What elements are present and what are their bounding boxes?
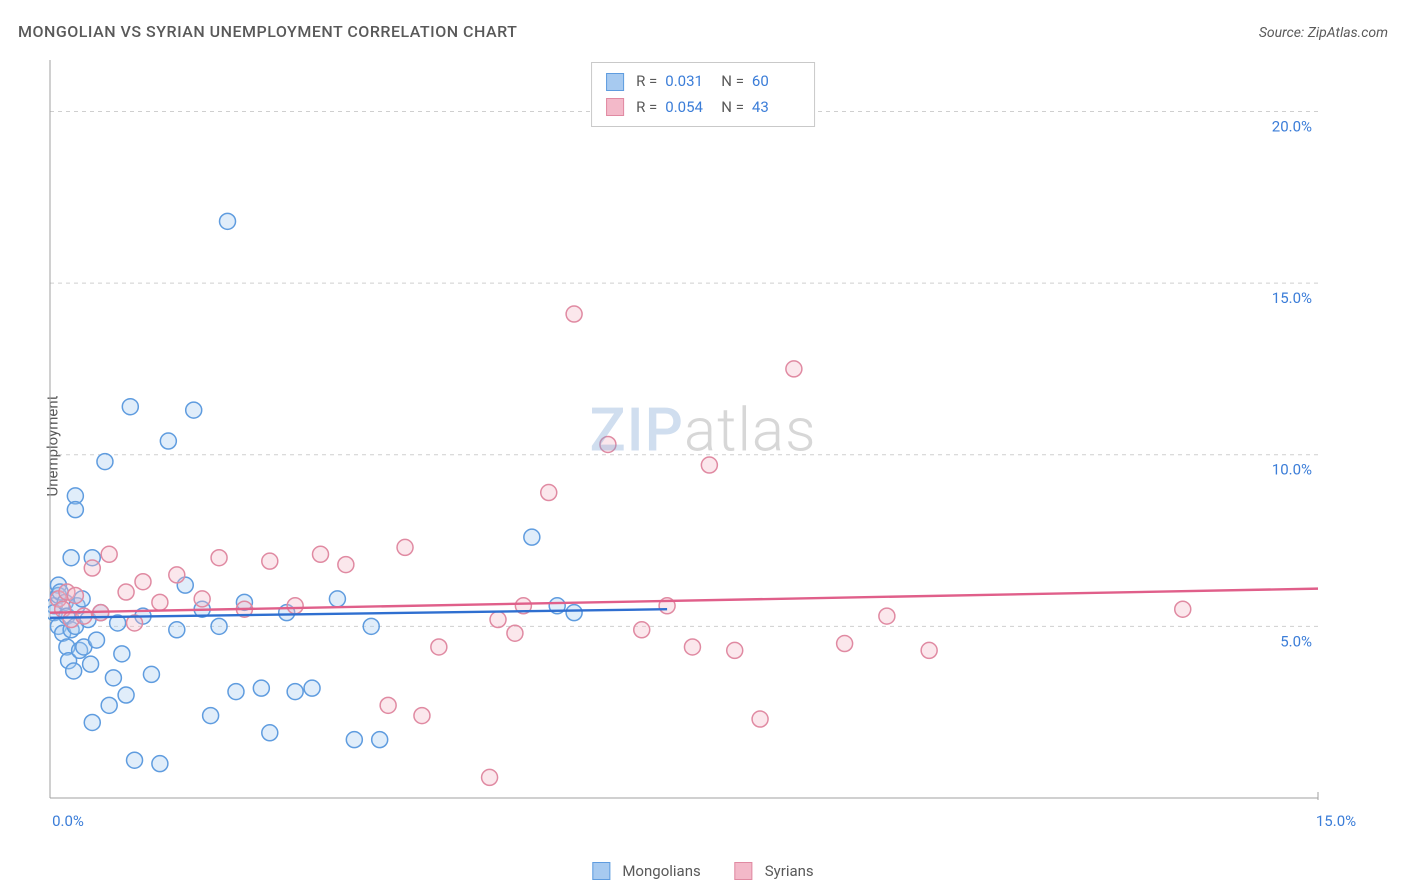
data-point-mongolians [122, 399, 138, 415]
source-attribution: Source: ZipAtlas.com [1259, 25, 1388, 41]
data-point-mongolians [186, 402, 202, 418]
data-point-mongolians [566, 605, 582, 621]
data-point-mongolians [84, 714, 100, 730]
data-point-syrians [684, 639, 700, 655]
data-point-syrians [879, 608, 895, 624]
y-tick-label: 10.0% [1272, 461, 1312, 479]
r-label: R = [636, 95, 657, 121]
data-point-syrians [600, 436, 616, 452]
data-point-mongolians [67, 502, 83, 518]
data-point-mongolians [524, 529, 540, 545]
x-tick-label: 15.0% [1316, 812, 1356, 830]
data-point-mongolians [211, 618, 227, 634]
data-point-mongolians [63, 550, 79, 566]
data-point-syrians [482, 769, 498, 785]
data-point-syrians [67, 587, 83, 603]
data-point-mongolians [127, 752, 143, 768]
chart-title: MONGOLIAN VS SYRIAN UNEMPLOYMENT CORRELA… [18, 22, 517, 41]
x-tick-label: 0.0% [52, 812, 84, 830]
data-point-mongolians [372, 732, 388, 748]
data-point-syrians [101, 546, 117, 562]
data-point-syrians [752, 711, 768, 727]
data-point-mongolians [304, 680, 320, 696]
data-point-syrians [566, 306, 582, 322]
data-point-syrians [397, 539, 413, 555]
data-point-syrians [634, 622, 650, 638]
data-point-mongolians [203, 708, 219, 724]
data-point-mongolians [143, 666, 159, 682]
data-point-mongolians [253, 680, 269, 696]
data-point-syrians [507, 625, 523, 641]
data-point-syrians [287, 598, 303, 614]
data-point-mongolians [101, 697, 117, 713]
legend-swatch-syrians [735, 862, 753, 880]
n-label: N = [721, 95, 744, 121]
legend-label: Syrians [765, 862, 814, 880]
data-point-syrians [338, 557, 354, 573]
scatter-plot: 5.0% 10.0% 15.0% 20.0% 0.0% 15.0% [48, 58, 1388, 838]
data-point-syrians [837, 636, 853, 652]
data-point-mongolians [160, 433, 176, 449]
data-point-mongolians [220, 213, 236, 229]
data-point-mongolians [152, 756, 168, 772]
r-value: 0.054 [665, 95, 713, 121]
data-point-syrians [211, 550, 227, 566]
swatch-mongolians [606, 73, 624, 91]
stats-legend: R = 0.031 N = 60 R = 0.054 N = 43 [591, 62, 815, 127]
data-point-mongolians [83, 656, 99, 672]
data-point-syrians [313, 546, 329, 562]
plot-svg: 5.0% 10.0% 15.0% 20.0% 0.0% 15.0% [48, 58, 1388, 838]
data-point-mongolians [97, 454, 113, 470]
data-point-syrians [380, 697, 396, 713]
legend-label: Mongolians [622, 862, 700, 880]
data-point-syrians [262, 553, 278, 569]
data-point-syrians [701, 457, 717, 473]
stats-row-syrians: R = 0.054 N = 43 [606, 95, 800, 121]
data-point-syrians [786, 361, 802, 377]
legend-item-syrians: Syrians [735, 862, 814, 880]
data-point-mongolians [88, 632, 104, 648]
data-point-syrians [118, 584, 134, 600]
r-label: R = [636, 69, 657, 95]
data-point-syrians [431, 639, 447, 655]
y-tick-label: 15.0% [1272, 289, 1312, 307]
data-point-mongolians [118, 687, 134, 703]
data-point-mongolians [363, 618, 379, 634]
legend-item-mongolians: Mongolians [592, 862, 700, 880]
data-point-syrians [490, 612, 506, 628]
data-point-syrians [921, 642, 937, 658]
data-point-mongolians [346, 732, 362, 748]
data-point-syrians [135, 574, 151, 590]
data-point-mongolians [287, 684, 303, 700]
data-point-mongolians [66, 663, 82, 679]
series-legend: Mongolians Syrians [592, 862, 813, 880]
data-point-syrians [152, 594, 168, 610]
swatch-syrians [606, 98, 624, 116]
data-point-mongolians [114, 646, 130, 662]
data-point-syrians [541, 485, 557, 501]
n-value: 43 [752, 95, 800, 121]
data-point-syrians [169, 567, 185, 583]
data-point-mongolians [329, 591, 345, 607]
r-value: 0.031 [665, 69, 713, 95]
data-point-mongolians [262, 725, 278, 741]
y-tick-label: 20.0% [1272, 117, 1312, 135]
n-value: 60 [752, 69, 800, 95]
data-point-syrians [194, 591, 210, 607]
data-point-mongolians [169, 622, 185, 638]
n-label: N = [721, 69, 744, 95]
data-point-mongolians [228, 684, 244, 700]
stats-row-mongolians: R = 0.031 N = 60 [606, 69, 800, 95]
legend-swatch-mongolians [592, 862, 610, 880]
data-point-mongolians [105, 670, 121, 686]
data-point-syrians [414, 708, 430, 724]
data-point-syrians [84, 560, 100, 576]
y-tick-label: 5.0% [1280, 632, 1312, 650]
data-point-syrians [1175, 601, 1191, 617]
data-point-syrians [727, 642, 743, 658]
